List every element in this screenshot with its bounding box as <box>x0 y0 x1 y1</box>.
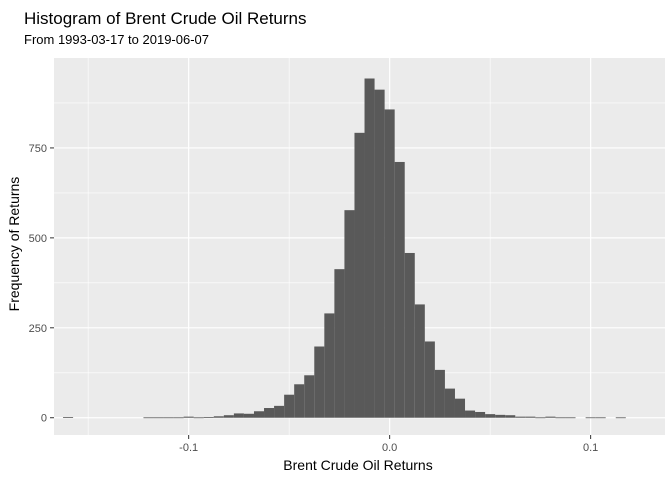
histogram-bar <box>475 411 486 418</box>
histogram-bar <box>525 416 536 418</box>
histogram-bar <box>565 417 576 419</box>
histogram-bar <box>354 132 365 418</box>
histogram-bar <box>304 375 315 418</box>
histogram-bar <box>515 416 526 418</box>
x-axis-title: Brent Crude Oil Returns <box>283 457 432 473</box>
y-tick-label: 750 <box>29 143 47 155</box>
chart-subtitle: From 1993-03-17 to 2019-06-07 <box>24 32 209 47</box>
histogram-bar <box>163 417 174 419</box>
histogram-bar <box>434 369 445 418</box>
minor-gridlines <box>54 58 665 435</box>
histogram-bar <box>324 313 335 418</box>
histogram-bar <box>495 414 506 418</box>
histogram-bar <box>555 417 566 419</box>
histogram-bar <box>465 410 476 418</box>
histogram-bar <box>233 413 244 418</box>
histogram-bar <box>424 341 435 418</box>
histogram-bar <box>314 346 325 418</box>
histogram-bar <box>505 415 516 418</box>
y-tick-label: 500 <box>29 233 47 245</box>
histogram-bar <box>394 161 405 418</box>
histogram-bar <box>595 417 606 419</box>
histogram-bar <box>253 411 265 418</box>
histogram-bar <box>585 417 596 419</box>
histogram-bar <box>193 417 204 419</box>
histogram-bar <box>63 417 74 418</box>
histogram-bar <box>374 89 385 418</box>
histogram-bar <box>183 416 194 418</box>
histogram-bar <box>454 398 466 418</box>
y-tick-label: 250 <box>29 323 47 335</box>
histogram-bar <box>414 304 425 418</box>
histogram-bar <box>535 417 546 419</box>
histogram-bar <box>545 416 556 418</box>
histogram-bar <box>223 415 234 418</box>
histogram-bar <box>203 417 214 418</box>
histogram-bar <box>153 417 164 419</box>
y-tick-label: 0 <box>41 413 47 425</box>
histogram-bar <box>284 394 295 418</box>
histogram-bar <box>143 417 154 419</box>
histogram-bars <box>63 78 626 419</box>
histogram-bar <box>384 109 395 418</box>
histogram-bar <box>615 417 626 419</box>
histogram-bar <box>213 416 224 418</box>
histogram-bar <box>444 388 455 418</box>
x-tick-label: 0.1 <box>583 442 598 454</box>
y-axis-ticks: 0 250 500 750 <box>29 143 54 425</box>
x-tick-label: -0.1 <box>179 442 198 454</box>
x-axis-ticks: -0.1 0.0 0.1 <box>179 435 598 454</box>
y-axis-title: Frequency of Returns <box>6 177 22 312</box>
x-tick-label: 0.0 <box>382 442 397 454</box>
chart-title: Histogram of Brent Crude Oil Returns <box>24 9 307 28</box>
histogram-bar <box>485 414 496 418</box>
histogram-bar <box>173 417 184 419</box>
histogram-bar <box>264 408 275 418</box>
histogram-bar <box>404 252 415 418</box>
histogram-bar <box>274 405 285 418</box>
histogram-bar <box>334 269 345 418</box>
histogram-bar <box>344 210 355 418</box>
histogram-bar <box>364 78 375 418</box>
histogram-bar <box>243 413 254 418</box>
histogram-bar <box>294 384 305 418</box>
